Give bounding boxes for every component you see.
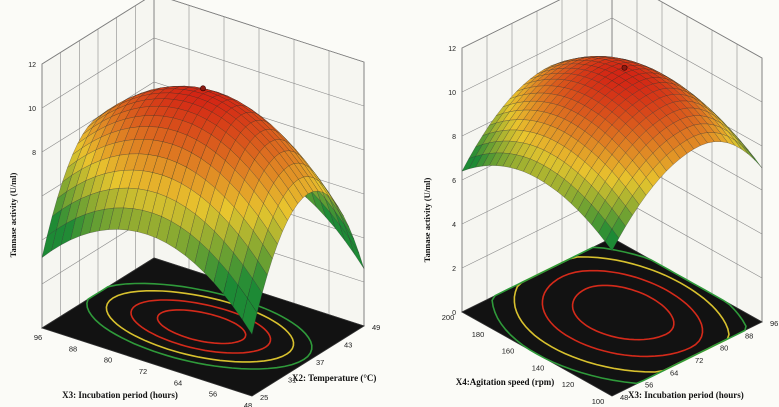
surface-facet	[604, 228, 620, 252]
z-axis-label: Tannase activity (U/ml)	[422, 177, 432, 262]
contour-line-1	[156, 309, 247, 345]
z-tick-label: 6	[452, 178, 456, 185]
surface-facet	[242, 297, 258, 335]
x-tick-label: 200	[442, 313, 455, 322]
z-tick-label: 12	[448, 46, 456, 53]
x-tick-label: 56	[209, 390, 217, 399]
y-tick-label: 25	[260, 393, 268, 402]
x-tick-label: 160	[502, 347, 515, 356]
z-tick-label: 2	[452, 266, 456, 273]
y-axis-label: X2: Temperature (°C)	[292, 373, 376, 383]
y-tick-label: 88	[745, 331, 753, 340]
x-axis-label: X3: Incubation period (hours)	[62, 390, 178, 400]
contour-floor	[41, 257, 365, 397]
x-tick-label: 140	[532, 363, 545, 372]
contour-line-3	[105, 289, 295, 363]
z-tick-label: 12	[28, 62, 36, 69]
z-tick-label: 8	[32, 150, 36, 157]
y-tick-label: 56	[645, 381, 653, 390]
x-tick-label: 96	[34, 333, 42, 342]
y-tick-label: 43	[344, 341, 352, 350]
y-tick-label: 72	[695, 356, 703, 365]
x-tick-label: 72	[139, 367, 147, 376]
z-tick-label: 10	[28, 106, 36, 113]
surface-chart-temperature-incubation: 12 10 8 96 88 80 72 64 56 48 25 31 37 43 49 Tannase act…	[8, 0, 380, 407]
y-tick-label: 49	[372, 323, 380, 332]
contour-line-2	[541, 269, 704, 358]
x-tick-label: 64	[174, 378, 182, 387]
z-tick-label: 0	[452, 310, 456, 317]
x-axis-label: X4:Agitation speed (rpm)	[456, 377, 555, 387]
z-tick-label: 8	[452, 134, 456, 141]
optimum-point	[621, 64, 628, 71]
z-axis-label: Tannase activity (U/ml)	[8, 172, 18, 257]
response-surface	[41, 85, 365, 335]
contour-line-1	[571, 284, 675, 341]
y-tick-label: 31	[288, 376, 296, 385]
x-tick-label: 80	[104, 356, 112, 365]
y-axis-label: X3: Incubation period (hours)	[628, 390, 744, 400]
y-tick-label: 64	[670, 368, 678, 377]
contour-line-4	[491, 246, 747, 385]
y-tick-label: 37	[316, 358, 324, 367]
optimum-point	[200, 85, 206, 92]
x-tick-label: 180	[472, 330, 485, 339]
x-tick-label: 120	[562, 380, 575, 389]
y-tick-label: 96	[770, 319, 778, 328]
z-tick-label: 4	[452, 222, 456, 229]
contour-line-4	[86, 282, 313, 370]
x-tick-label: 88	[69, 344, 77, 353]
response-surface	[461, 56, 763, 252]
x-tick-label: 100	[592, 397, 605, 406]
z-tick-label: 10	[448, 90, 456, 97]
y-tick-label: 80	[720, 344, 728, 353]
x-tick-label: 48	[244, 401, 252, 407]
y-tick-label: 48	[620, 393, 628, 402]
